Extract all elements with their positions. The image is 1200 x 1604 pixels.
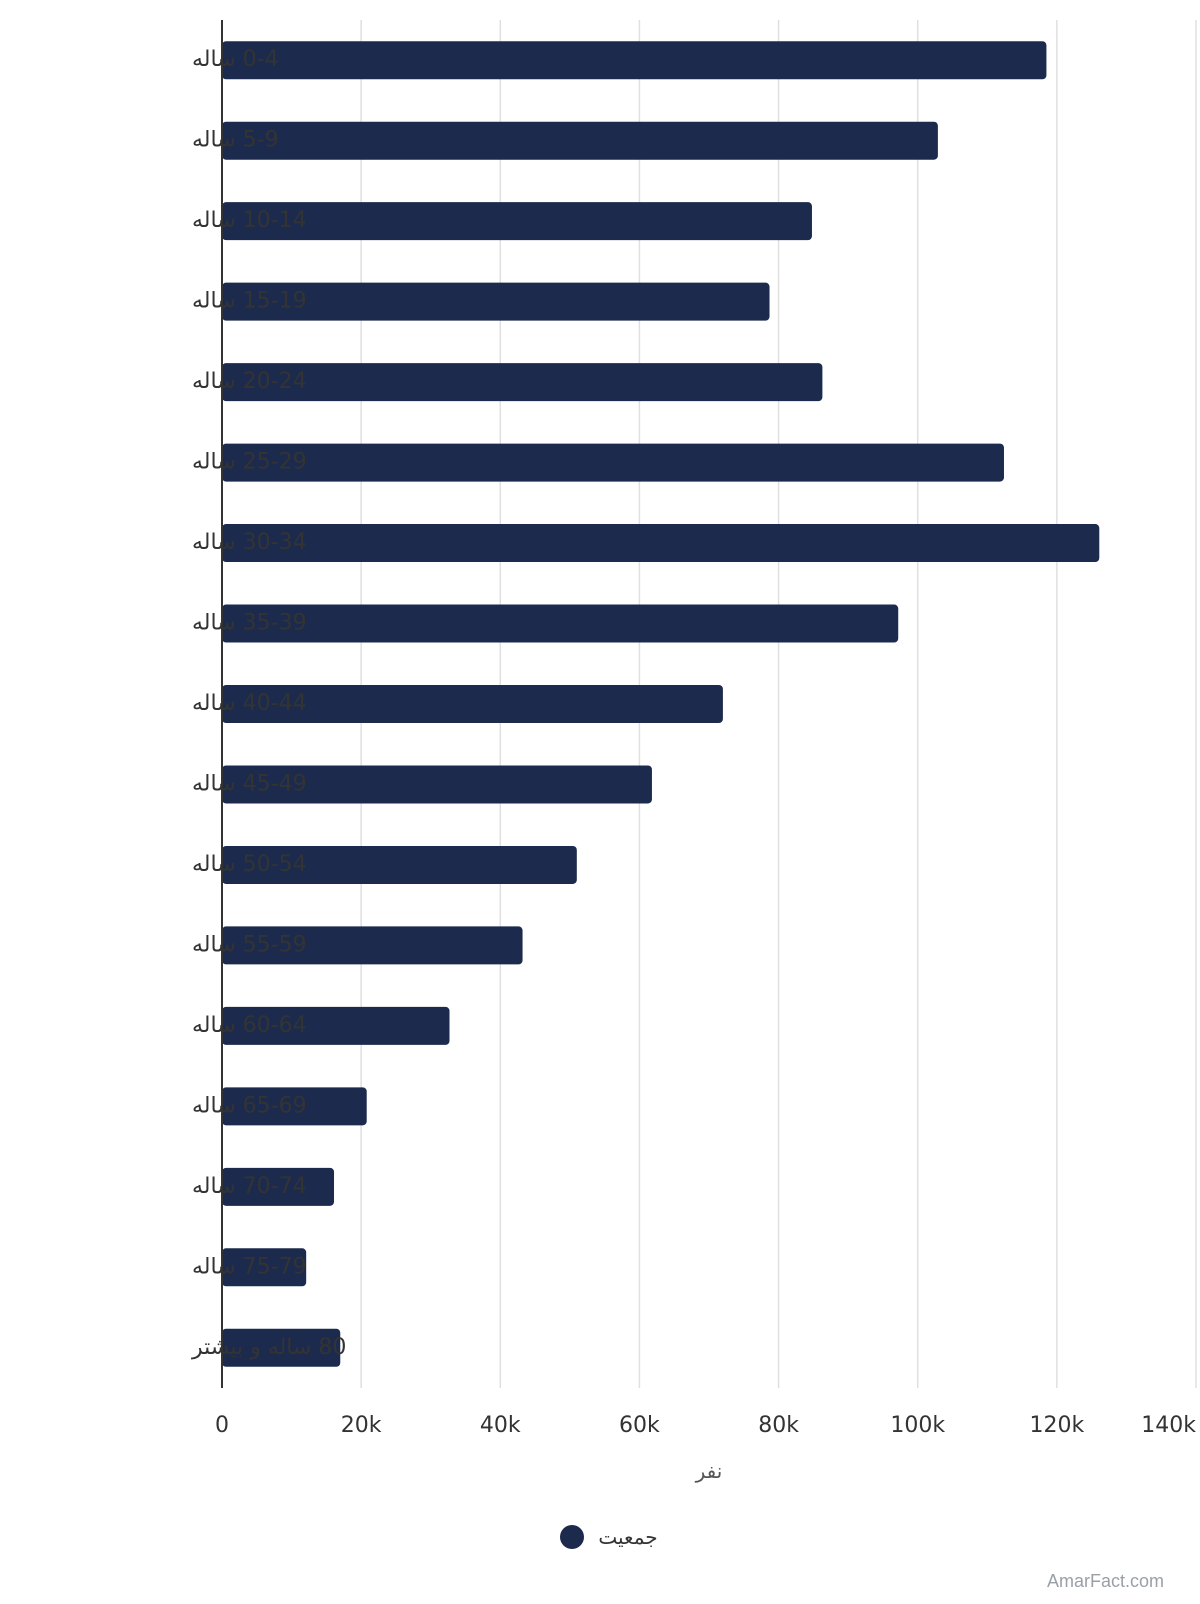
- x-tick-label-4: 80k: [758, 1413, 799, 1438]
- x-axis-title: نفر: [695, 1459, 723, 1483]
- bar-13: [222, 1087, 367, 1126]
- x-tick-label-0: 0: [215, 1413, 229, 1438]
- category-label-3: 15-19 ساله: [192, 289, 307, 314]
- bar-3: [222, 282, 770, 321]
- bar-8: [222, 685, 723, 723]
- x-tick-label-3: 60k: [619, 1413, 660, 1438]
- category-label-13: 65-69 ساله: [192, 1093, 307, 1118]
- legend: جمعیت: [0, 1525, 1200, 1554]
- watermark: AmarFact.com: [1046, 1571, 1164, 1591]
- category-label-15: 75-79 ساله: [192, 1254, 307, 1279]
- category-label-8: 40-44 ساله: [192, 691, 307, 716]
- x-tick-label-5: 100k: [890, 1413, 945, 1438]
- category-label-16: 80 ساله و بیشتر: [191, 1335, 346, 1360]
- legend-label: جمعیت: [598, 1525, 658, 1549]
- bar-6: [222, 524, 1100, 563]
- x-tick-label-6: 120k: [1029, 1413, 1084, 1438]
- bar-15: [222, 1248, 307, 1287]
- category-label-14: 70-74 ساله: [192, 1174, 307, 1199]
- bar-9: [222, 765, 652, 804]
- bar-4: [222, 363, 823, 402]
- legend-item[interactable]: جمعیت: [560, 1525, 658, 1549]
- bar-16: [222, 1328, 341, 1367]
- x-tick-label-1: 20k: [341, 1413, 382, 1438]
- bar-7: [222, 604, 899, 643]
- category-label-9: 45-49 ساله: [192, 771, 307, 796]
- category-label-6: 30-34 ساله: [192, 530, 307, 555]
- category-label-7: 35-39 ساله: [192, 611, 307, 636]
- x-tick-label-2: 40k: [480, 1413, 521, 1438]
- category-label-10: 50-54 ساله: [192, 852, 307, 877]
- category-label-0: 0-4 ساله: [192, 47, 279, 72]
- bar-10: [222, 845, 577, 884]
- category-label-5: 25-29 ساله: [192, 450, 307, 475]
- bar-1: [222, 121, 938, 160]
- bar-14: [222, 1167, 335, 1206]
- legend-swatch: [560, 1525, 585, 1549]
- bar-2: [222, 202, 812, 241]
- x-tick-label-7: 140k: [1141, 1413, 1196, 1438]
- bar-12: [222, 1006, 450, 1045]
- category-label-2: 10-14 ساله: [192, 208, 307, 233]
- bar-11: [222, 926, 523, 965]
- category-label-12: 60-64 ساله: [192, 1013, 307, 1038]
- category-label-11: 55-59 ساله: [192, 932, 307, 957]
- bar-5: [222, 443, 1004, 482]
- bar-0: [222, 41, 1047, 80]
- category-label-4: 20-24 ساله: [192, 369, 307, 394]
- category-label-1: 5-9 ساله: [192, 128, 279, 153]
